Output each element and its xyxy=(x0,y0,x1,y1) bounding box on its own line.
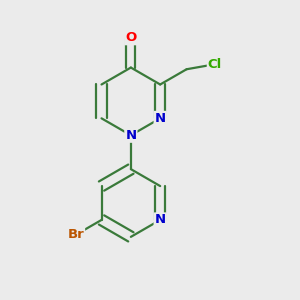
Text: Cl: Cl xyxy=(208,58,222,71)
Text: N: N xyxy=(154,112,166,125)
Text: N: N xyxy=(125,129,136,142)
Text: N: N xyxy=(154,213,166,226)
Text: O: O xyxy=(125,31,136,44)
Text: Br: Br xyxy=(68,228,84,241)
